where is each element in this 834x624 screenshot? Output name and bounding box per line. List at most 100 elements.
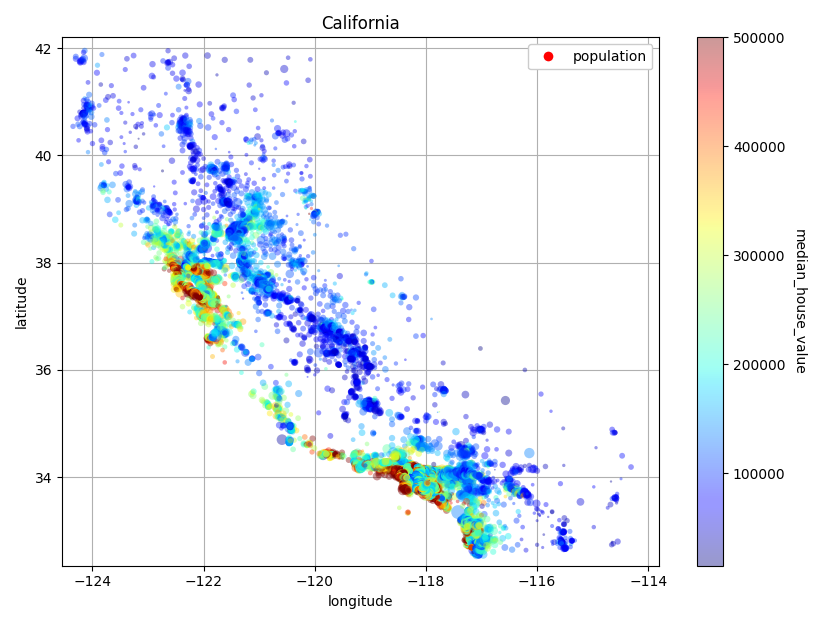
Point xyxy=(319,338,332,348)
Point xyxy=(199,261,213,271)
Point xyxy=(440,503,454,513)
Point xyxy=(453,476,466,486)
Point xyxy=(260,285,274,295)
Point xyxy=(196,234,209,244)
Point xyxy=(253,202,266,212)
Point xyxy=(430,477,444,487)
Point xyxy=(208,298,221,308)
Point xyxy=(183,265,197,275)
Point xyxy=(287,160,300,170)
Point xyxy=(545,406,558,416)
Point xyxy=(396,473,409,483)
Point xyxy=(175,273,188,283)
Point xyxy=(404,467,417,477)
Point xyxy=(397,479,410,489)
Point xyxy=(164,227,178,236)
Point xyxy=(152,236,165,246)
Point xyxy=(193,295,206,305)
Point xyxy=(465,470,478,480)
Point xyxy=(409,481,422,491)
Point xyxy=(201,293,214,303)
Point xyxy=(475,487,489,497)
Point xyxy=(411,469,425,479)
Point xyxy=(409,484,422,494)
Point xyxy=(404,474,418,484)
Point xyxy=(182,263,195,273)
Point xyxy=(154,240,168,250)
Point xyxy=(402,474,415,484)
Point xyxy=(460,515,473,525)
Point xyxy=(174,272,188,282)
Point xyxy=(421,469,435,479)
Point xyxy=(396,470,409,480)
Point xyxy=(95,49,108,59)
Point xyxy=(226,228,239,238)
Point xyxy=(423,492,436,502)
Point xyxy=(423,483,436,493)
Point xyxy=(398,470,411,480)
Point xyxy=(177,281,190,291)
Point xyxy=(411,466,425,475)
Point xyxy=(403,471,416,481)
Point xyxy=(409,474,423,484)
Point xyxy=(478,484,491,494)
Point xyxy=(399,464,413,474)
Point xyxy=(427,478,440,488)
Point xyxy=(394,474,408,484)
Point xyxy=(206,290,219,300)
Point xyxy=(389,458,403,468)
Point xyxy=(140,214,153,224)
Point xyxy=(418,487,431,497)
Point xyxy=(336,325,349,335)
Point xyxy=(471,538,485,548)
Point xyxy=(396,477,409,487)
Point xyxy=(464,537,477,547)
Point xyxy=(328,278,341,288)
Point xyxy=(179,255,193,265)
Point xyxy=(430,467,444,477)
Point xyxy=(244,249,258,259)
Point xyxy=(333,359,346,369)
Point xyxy=(404,477,418,487)
Point xyxy=(394,456,408,466)
Point xyxy=(269,404,283,414)
Point xyxy=(395,468,409,478)
Point xyxy=(309,210,323,220)
Point xyxy=(193,274,207,284)
Point xyxy=(234,259,248,269)
Point xyxy=(148,221,162,231)
Point xyxy=(201,298,214,308)
Point xyxy=(189,265,203,275)
Point xyxy=(183,250,196,260)
Point xyxy=(175,272,188,282)
Point xyxy=(426,480,440,490)
Point xyxy=(402,487,415,497)
Point xyxy=(392,471,405,481)
Point xyxy=(210,324,224,334)
Point xyxy=(249,105,262,115)
Point xyxy=(182,266,195,276)
Point xyxy=(198,298,212,308)
Point xyxy=(81,127,94,137)
Point xyxy=(246,193,259,203)
Point xyxy=(394,462,408,472)
Point xyxy=(425,472,438,482)
Point xyxy=(409,476,422,486)
Point xyxy=(395,472,409,482)
Point xyxy=(416,464,430,474)
Point xyxy=(283,269,296,279)
Point xyxy=(182,286,195,296)
Point xyxy=(247,268,260,278)
Point xyxy=(413,477,426,487)
Point xyxy=(403,469,416,479)
Point xyxy=(189,254,203,264)
Point xyxy=(553,534,566,544)
Point xyxy=(183,282,196,292)
Point xyxy=(332,341,345,351)
Point xyxy=(180,263,193,273)
Point xyxy=(413,467,426,477)
Point xyxy=(157,233,170,243)
Point xyxy=(341,346,354,356)
Point xyxy=(322,324,335,334)
Point xyxy=(426,479,440,489)
